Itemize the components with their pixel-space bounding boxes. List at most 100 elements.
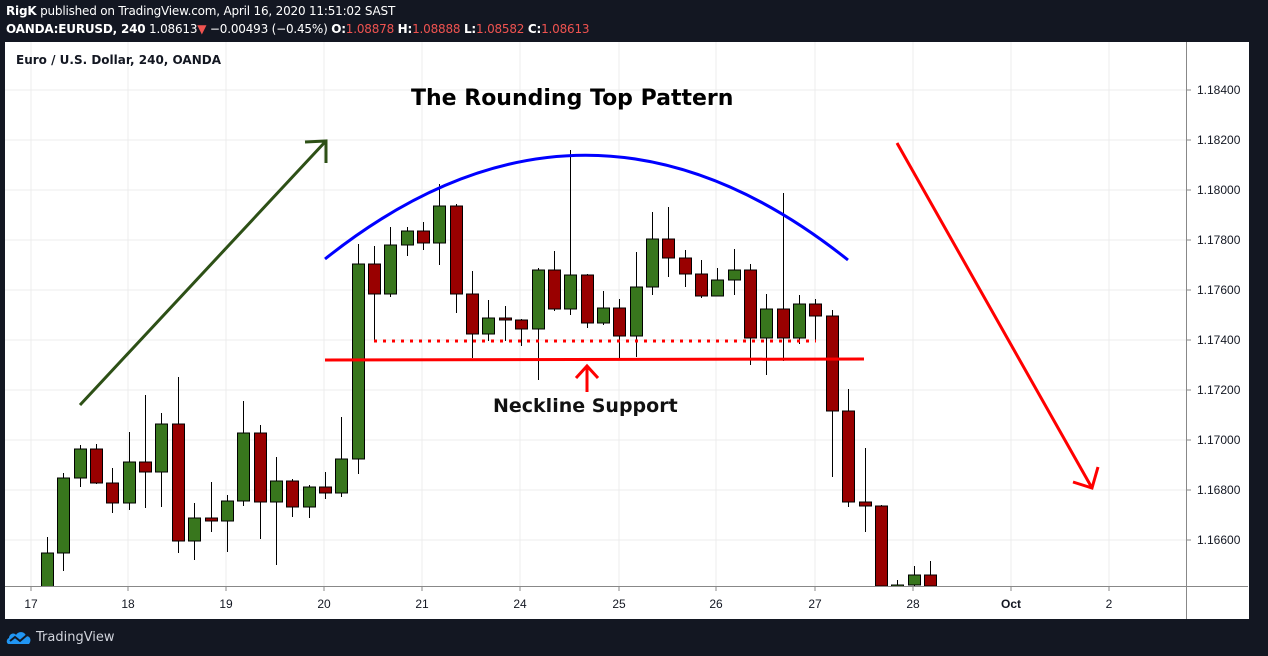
y-tick-label: 1.17400 xyxy=(1197,333,1241,347)
high-value: 1.08888 xyxy=(412,22,461,36)
candle-down xyxy=(859,501,872,507)
candle-up xyxy=(188,517,201,542)
candle-down xyxy=(695,273,708,297)
candle-up xyxy=(630,286,643,337)
candle-up xyxy=(564,274,577,310)
candle-up xyxy=(270,480,283,503)
y-tick-label: 1.18400 xyxy=(1197,83,1241,97)
candle-down xyxy=(205,517,218,522)
neckline-support-line xyxy=(324,357,865,362)
candle-up xyxy=(41,552,54,586)
low-value: 1.08582 xyxy=(476,22,525,36)
candle-down xyxy=(466,293,479,335)
x-tick-label: 19 xyxy=(219,597,233,611)
x-tick-label: 27 xyxy=(808,597,822,611)
y-tick-label: 1.18000 xyxy=(1197,183,1241,197)
footer-brand[interactable]: TradingView xyxy=(6,627,115,647)
candle-down xyxy=(744,269,757,339)
candle-down xyxy=(777,308,790,339)
candle-up xyxy=(646,238,659,288)
candle-up xyxy=(760,308,773,339)
candle-down xyxy=(417,230,430,244)
down-arrow-icon: ▼ xyxy=(197,22,207,36)
open-label: O: xyxy=(331,22,346,36)
y-tick-label: 1.17200 xyxy=(1197,383,1241,397)
candle-down xyxy=(106,482,119,504)
tradingview-label: TradingView xyxy=(36,629,115,645)
low-label: L: xyxy=(463,22,477,36)
y-tick-label: 1.18200 xyxy=(1197,133,1241,147)
candle-up xyxy=(352,263,365,460)
uptrend-arrow-icon xyxy=(78,139,328,407)
rounding-top-arc xyxy=(324,153,849,262)
x-tick-label: 21 xyxy=(415,597,429,611)
candle-down xyxy=(368,263,381,295)
candle-down xyxy=(875,505,888,586)
author-name[interactable]: RigK xyxy=(6,4,37,18)
ohlc-legend: OANDA:EURUSD, 240 1.08613▼ −0.00493 (−0.… xyxy=(6,22,590,36)
candle-up xyxy=(891,584,904,586)
x-tick-label: 20 xyxy=(317,597,331,611)
x-tick-label: 18 xyxy=(121,597,135,611)
candle-up xyxy=(532,269,545,330)
x-tick-label: Oct xyxy=(1001,597,1021,611)
y-tick-label: 1.16600 xyxy=(1197,533,1241,547)
candle-down xyxy=(90,448,103,484)
candle-down xyxy=(548,269,561,310)
candle-down xyxy=(924,574,937,586)
candle-up xyxy=(57,477,70,554)
y-tick-label: 1.16800 xyxy=(1197,483,1241,497)
x-tick-label: 26 xyxy=(709,597,723,611)
symbol-label: OANDA:EURUSD, 240 xyxy=(6,22,146,36)
open-value: 1.08878 xyxy=(345,22,395,36)
y-tick-label: 1.17800 xyxy=(1197,233,1241,247)
publish-text: published on TradingView.com, April 16, … xyxy=(40,4,396,18)
x-tick-label: 24 xyxy=(513,597,527,611)
downtrend-arrow-icon xyxy=(895,142,1100,490)
candle-down xyxy=(499,317,512,321)
candle-down xyxy=(826,315,839,412)
candle-down xyxy=(139,461,152,473)
candle-down xyxy=(319,486,332,494)
candle-up xyxy=(597,307,610,324)
x-tick-label: 17 xyxy=(24,597,38,611)
publish-info: RigK published on TradingView.com, April… xyxy=(6,4,395,18)
candle-up xyxy=(221,500,234,522)
candle-down xyxy=(662,238,675,259)
candle-up xyxy=(335,458,348,494)
close-label: C: xyxy=(527,22,542,36)
close-value: 1.08613 xyxy=(541,22,590,36)
candle-up xyxy=(482,317,495,335)
x-tick-label: 28 xyxy=(906,597,920,611)
candle-down xyxy=(809,303,822,317)
candle-up xyxy=(728,269,741,281)
high-label: H: xyxy=(397,22,413,36)
candle-up xyxy=(155,423,168,473)
candle-up xyxy=(237,432,250,502)
candle-down xyxy=(613,307,626,337)
candle-up xyxy=(908,574,921,586)
price-scale[interactable] xyxy=(1186,42,1249,619)
up-arrow-icon xyxy=(574,363,600,392)
last-price: 1.08613 xyxy=(149,22,198,36)
y-tick-label: 1.17000 xyxy=(1197,433,1241,447)
pattern-title: The Rounding Top Pattern xyxy=(411,86,734,111)
candle-down xyxy=(286,480,299,508)
chart-symbol-title: Euro / U.S. Dollar, 240, OANDA xyxy=(16,53,221,67)
candle-up xyxy=(793,303,806,339)
candle-down xyxy=(254,432,267,503)
x-tick-label: 25 xyxy=(612,597,626,611)
candle-up xyxy=(74,448,87,479)
neckline-label: Neckline Support xyxy=(493,395,678,417)
candle-down xyxy=(515,319,528,330)
candle-down xyxy=(450,205,463,295)
candle-up xyxy=(384,244,397,295)
candle-down xyxy=(172,423,185,542)
candle-up xyxy=(433,205,446,244)
candle-up xyxy=(401,230,414,246)
x-tick-label: 2 xyxy=(1106,597,1113,611)
candle-down xyxy=(842,410,855,503)
y-tick-label: 1.17600 xyxy=(1197,283,1241,297)
chart-panel[interactable] xyxy=(5,42,1186,619)
